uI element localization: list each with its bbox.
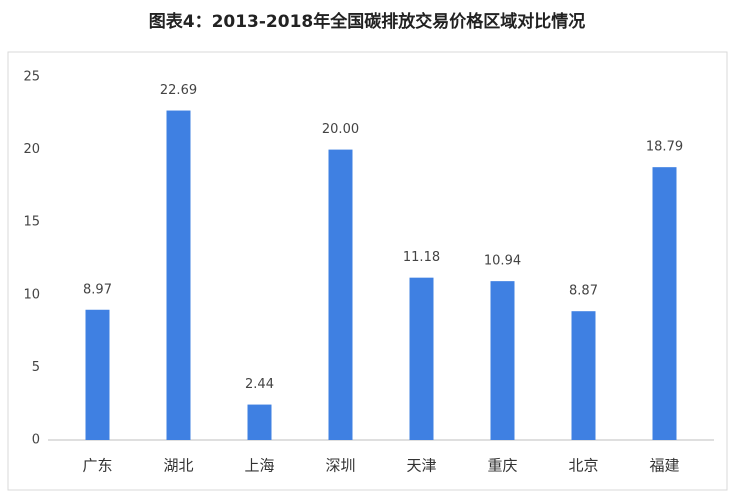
value-label: 8.97 <box>83 282 112 297</box>
value-label: 22.69 <box>160 83 197 98</box>
value-label: 11.18 <box>403 250 440 265</box>
x-tick-label: 天津 <box>406 457 436 475</box>
chart-title: 图表4：2013-2018年全国碳排放交易价格区域对比情况 <box>149 11 586 32</box>
bar <box>247 404 272 440</box>
bar <box>409 277 434 440</box>
x-tick-label: 上海 <box>244 457 274 475</box>
y-tick-label: 25 <box>23 70 40 85</box>
y-tick-label: 5 <box>32 360 40 375</box>
bar <box>85 309 110 440</box>
bar <box>490 281 515 440</box>
x-tick-label: 深圳 <box>325 457 355 475</box>
bar <box>571 311 596 440</box>
bar <box>166 110 191 440</box>
x-tick-label: 重庆 <box>487 457 517 475</box>
y-tick-label: 10 <box>23 287 40 302</box>
y-tick-label: 15 <box>23 215 40 230</box>
x-tick-label: 北京 <box>568 457 598 475</box>
value-label: 2.44 <box>245 377 274 392</box>
x-tick-label: 广东 <box>82 457 112 475</box>
bar <box>328 149 353 440</box>
x-tick-label: 福建 <box>649 457 679 475</box>
value-label: 20.00 <box>322 122 359 137</box>
y-tick-label: 20 <box>23 142 40 157</box>
value-label: 18.79 <box>646 140 683 155</box>
x-tick-label: 湖北 <box>163 457 193 475</box>
value-label: 8.87 <box>569 284 598 299</box>
y-tick-label: 0 <box>32 433 40 448</box>
chart-frame <box>7 51 728 491</box>
value-label: 10.94 <box>484 254 521 269</box>
bar <box>652 167 677 441</box>
